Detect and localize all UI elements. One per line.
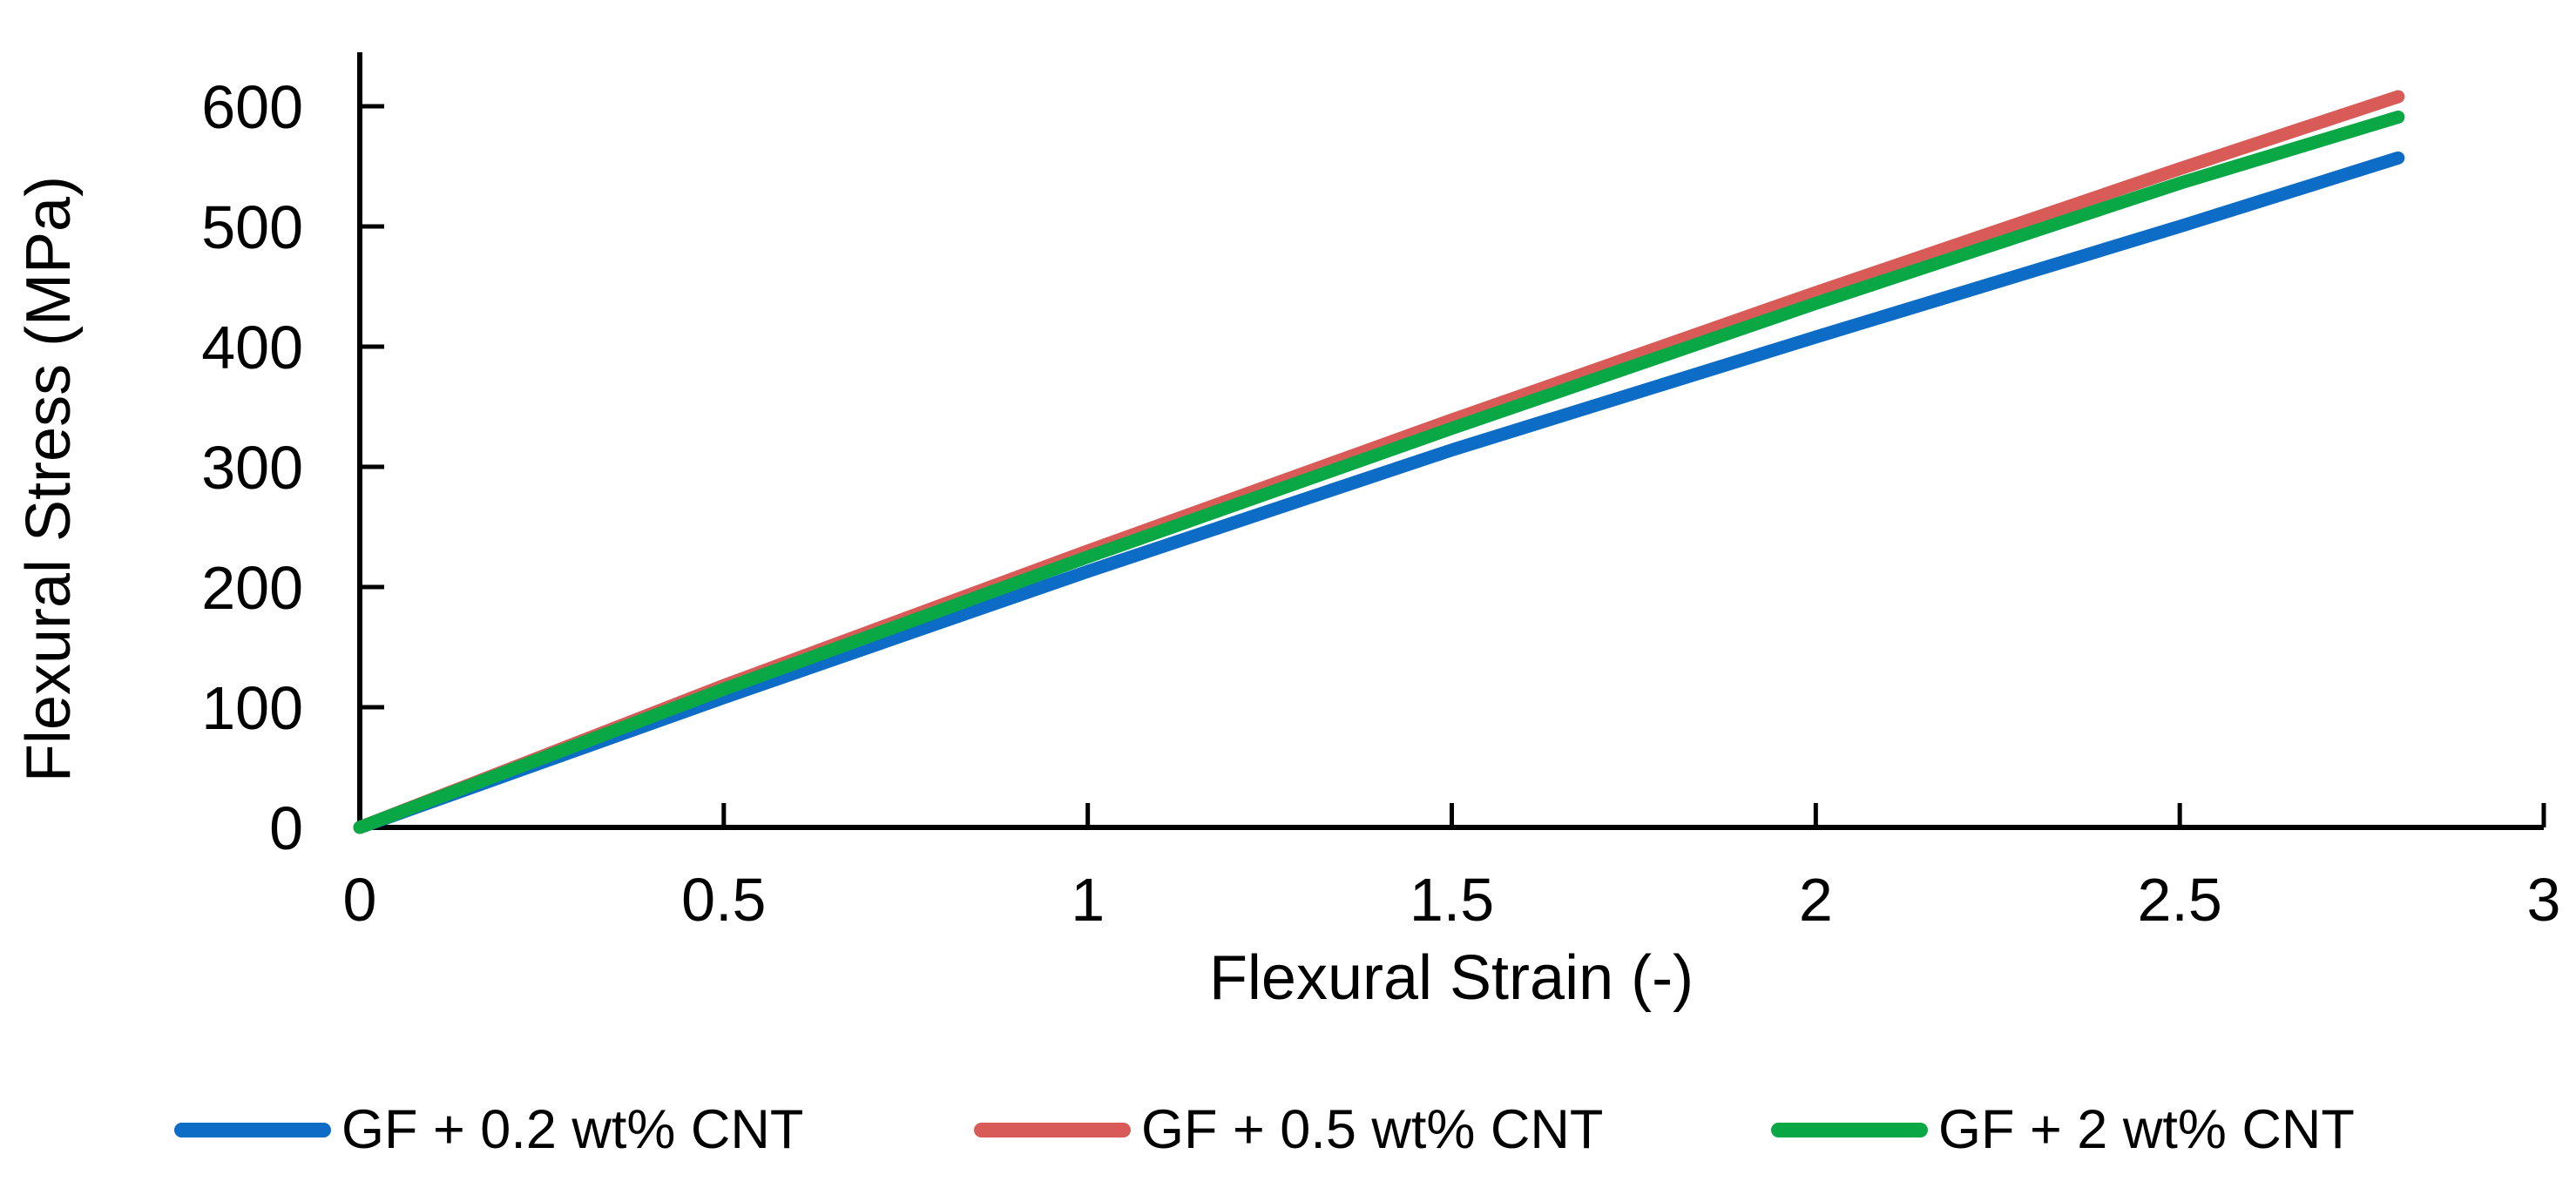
x-axis-title: Flexural Strain (-) xyxy=(1209,943,1694,1013)
y-tick-label: 500 xyxy=(201,193,303,261)
x-tick-label: 3 xyxy=(2527,866,2561,934)
y-tick-label: 600 xyxy=(201,73,303,141)
legend-label: GF + 0.5 wt% CNT xyxy=(1141,1099,1604,1160)
x-tick-label: 2.5 xyxy=(2138,866,2222,934)
legend-swatch-blue-line xyxy=(174,1122,331,1137)
legend-label: GF + 2 wt% CNT xyxy=(1938,1099,2355,1160)
axis-ticks: 0 100 200 300 400 500 600 0 0.5 1 1.5 2 2.5 3 xyxy=(201,73,2560,934)
y-tick-label: 400 xyxy=(201,314,303,381)
x-tick-label: 0.5 xyxy=(681,866,766,934)
legend: GF + 0.2 wt% CNT GF + 0.5 wt% CNT GF + 2… xyxy=(0,1099,2576,1169)
x-tick-label: 1.5 xyxy=(1410,866,1494,934)
series-line-2 xyxy=(353,110,2405,834)
x-tick-label: 2 xyxy=(1799,866,1833,934)
series-lines xyxy=(353,90,2405,834)
y-tick-label: 200 xyxy=(201,554,303,622)
y-tick-label: 0 xyxy=(269,794,303,862)
legend-swatch-green-line xyxy=(1771,1122,1928,1137)
x-tick-label: 0 xyxy=(343,866,377,934)
legend-item-gf-0-2-cnt: GF + 0.2 wt% CNT xyxy=(174,1099,803,1160)
y-tick-label: 300 xyxy=(201,434,303,502)
legend-label: GF + 0.2 wt% CNT xyxy=(341,1099,804,1160)
legend-swatch-red-line xyxy=(974,1122,1131,1137)
y-tick-label: 100 xyxy=(201,674,303,742)
legend-item-gf-0-5-cnt: GF + 0.5 wt% CNT xyxy=(974,1099,1603,1160)
y-axis-title: Flexural Stress (MPa) xyxy=(14,176,84,782)
x-tick-label: 1 xyxy=(1071,866,1105,934)
legend-item-gf-2-cnt: GF + 2 wt% CNT xyxy=(1771,1099,2355,1160)
series-line-0 xyxy=(353,151,2405,834)
